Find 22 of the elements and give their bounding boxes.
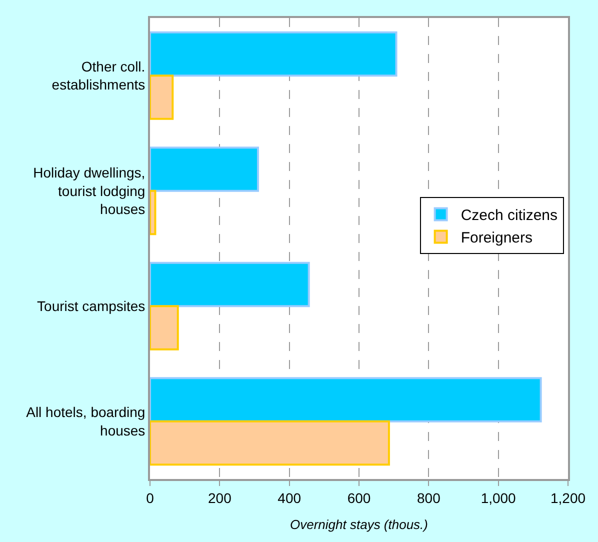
- bar: [150, 146, 259, 192]
- legend-label: Czech citizens: [460, 207, 558, 224]
- bar: [150, 377, 542, 422]
- y-tick-label: Other coll. establishments: [52, 58, 146, 93]
- x-axis-title: Overnight stays (thous.): [290, 516, 428, 532]
- bar: [150, 305, 179, 350]
- x-tick-label: 600: [347, 490, 371, 506]
- bar: [150, 74, 174, 120]
- x-tick-label: 1,000: [480, 490, 516, 506]
- x-tick-label: 800: [416, 490, 441, 506]
- bar: [150, 190, 156, 236]
- x-tick-label: 0: [146, 490, 154, 506]
- y-tick-label: Tourist campsites: [37, 298, 146, 314]
- legend-label: Foreigners: [460, 230, 533, 247]
- y-tick-label: All hotels, boarding houses: [26, 404, 146, 438]
- x-tick-label: 200: [208, 490, 232, 506]
- bar: [150, 420, 390, 466]
- y-tick-label: Holiday dwellings, tourist lodging houses: [33, 164, 146, 217]
- bar: [150, 31, 398, 77]
- x-tick-label: 1,200: [550, 490, 586, 506]
- x-tick-label: 400: [278, 490, 302, 506]
- bar: [150, 262, 310, 308]
